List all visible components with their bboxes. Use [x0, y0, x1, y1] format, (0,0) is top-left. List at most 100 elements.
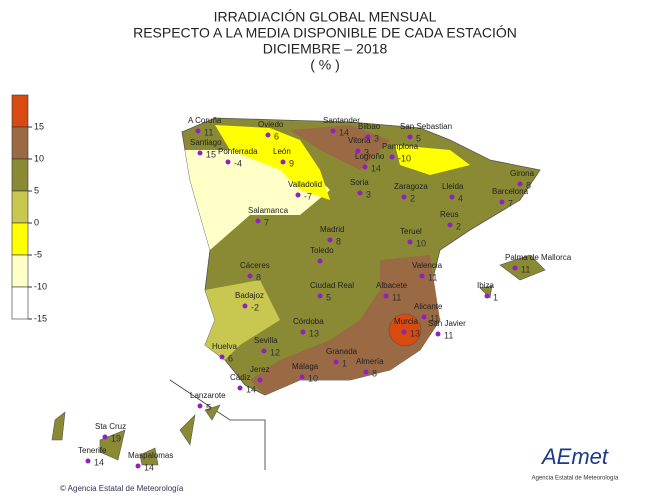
- station-name: Madrid: [320, 225, 344, 234]
- station-name: Badajoz: [235, 291, 264, 300]
- station-name: Maspalomas: [128, 451, 173, 460]
- station-name: Logroño: [355, 152, 385, 161]
- station-name: Granada: [326, 347, 358, 356]
- legend-label: 10: [34, 153, 44, 163]
- station-dot: [407, 134, 413, 140]
- station-value: 11: [444, 330, 453, 340]
- stations: A Coruña11Santiago15Oviedo6Santander14Bi…: [78, 116, 572, 472]
- station-value: 14: [339, 127, 349, 137]
- station-name: Pamplona: [382, 142, 419, 151]
- legend-swatch: [11, 158, 29, 192]
- station-value: 7: [508, 198, 513, 208]
- station-dot: [389, 154, 395, 160]
- station-value: 6: [228, 353, 233, 363]
- station-name: Ciudad Real: [310, 281, 354, 290]
- station-dot: [401, 194, 407, 200]
- station-value: 2: [410, 193, 415, 203]
- station-name: Girona: [510, 169, 535, 178]
- station-value: 14: [371, 163, 381, 173]
- station-dot: [242, 303, 248, 309]
- station-name: Sta Cruz: [95, 422, 126, 431]
- station-value: 7: [264, 217, 269, 227]
- station-name: Almería: [356, 357, 384, 366]
- station-value: 9: [289, 158, 294, 168]
- station-name: San Sebastian: [400, 122, 452, 131]
- station-dot: [247, 273, 253, 279]
- station-dot: [197, 403, 203, 409]
- station-value: 14: [144, 462, 154, 472]
- station-name: Oviedo: [258, 120, 284, 129]
- station-name: Valencia: [412, 261, 443, 270]
- station-value: 5: [326, 292, 331, 302]
- station-name: Ponferrada: [218, 147, 258, 156]
- station-dot: [435, 331, 441, 337]
- credit: © Agencia Estatal de Meteorología: [60, 484, 184, 493]
- station-dot: [355, 148, 361, 154]
- station-name: Albacete: [376, 281, 408, 290]
- station-dot: [280, 159, 286, 165]
- station-name: Murcia: [394, 317, 419, 326]
- station-dot: [327, 237, 333, 243]
- station-dot: [300, 329, 306, 335]
- station-dot: [295, 192, 301, 198]
- station-name: Palma de Mallorca: [505, 253, 572, 262]
- station-dot: [407, 239, 413, 245]
- station-name: Málaga: [292, 362, 319, 371]
- station-dot: [484, 293, 490, 299]
- legend-swatch: [11, 286, 29, 320]
- legend-swatch: [11, 222, 29, 256]
- legend-swatch: [11, 190, 29, 224]
- legend-swatch: [11, 126, 29, 160]
- station-value: 6: [274, 131, 279, 141]
- station-dot: [449, 194, 455, 200]
- legend-label: 0: [34, 217, 39, 227]
- station-value: 11: [428, 272, 437, 282]
- station-dot: [317, 293, 323, 299]
- station-value: 8: [526, 180, 531, 190]
- station-name: Lanzarote: [190, 391, 226, 400]
- station-value: -10: [398, 153, 411, 163]
- station-name: Vitoria: [348, 136, 371, 145]
- station-name: Barcelona: [492, 187, 529, 196]
- station-value: -4: [234, 158, 242, 168]
- station-dot: [447, 222, 453, 228]
- peninsula: [51, 117, 546, 470]
- station-name: Soria: [350, 178, 369, 187]
- station-dot: [365, 134, 371, 140]
- station-name: Alicante: [414, 302, 443, 311]
- title-line: DICIEMBRE – 2018: [263, 41, 388, 57]
- station-dot: [333, 359, 339, 365]
- station-name: Zaragoza: [394, 182, 428, 191]
- station-name: Reus: [440, 210, 459, 219]
- station-value: 8: [336, 236, 341, 246]
- station-dot: [421, 314, 427, 320]
- station-dot: [219, 354, 225, 360]
- station-dot: [257, 377, 263, 383]
- station-value: 13: [410, 328, 420, 338]
- station-value: 11: [204, 127, 213, 137]
- title-line: IRRADIACIÓN GLOBAL MENSUAL: [214, 9, 437, 25]
- station-value: 8: [256, 272, 261, 282]
- station-dot: [419, 273, 425, 279]
- station-name: Huelva: [212, 342, 237, 351]
- station-name: A Coruña: [188, 116, 222, 125]
- station-value: 5: [206, 402, 211, 412]
- station-value: 1: [342, 358, 347, 368]
- station-value: -2: [251, 302, 259, 312]
- station-dot: [225, 159, 231, 165]
- station-dot: [362, 164, 368, 170]
- station-value: 5: [416, 133, 421, 143]
- legend: 15 10 5 0 -5 -10 -15: [11, 94, 47, 323]
- station-value: -7: [304, 191, 312, 201]
- station-value: 12: [270, 347, 280, 357]
- station-value: 13: [309, 328, 319, 338]
- station-name: Bilbao: [358, 122, 381, 131]
- station-value: 10: [308, 373, 318, 383]
- station-name: Santander: [323, 116, 360, 125]
- station-value: 2: [456, 221, 461, 231]
- legend-label: -15: [34, 313, 47, 323]
- station-dot: [330, 128, 336, 134]
- station-dot: [401, 329, 407, 335]
- legend-label: -10: [34, 281, 47, 291]
- station-value: 11: [521, 264, 530, 274]
